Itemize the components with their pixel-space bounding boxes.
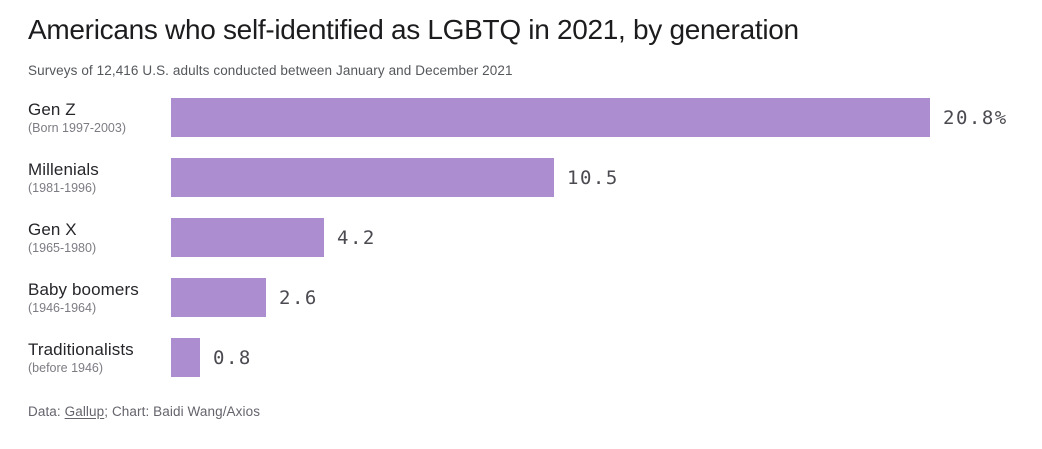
category-label: Gen Z [28,100,76,119]
bar-track: 10.5 [171,158,1014,197]
source-link[interactable]: Gallup [64,404,105,419]
category-label-block: Gen X (1965-1980) [28,218,171,257]
category-label: Millenials [28,160,99,179]
chart-title: Americans who self-identified as LGBTQ i… [28,14,799,45]
chart-subtitle: Surveys of 12,416 U.S. adults conducted … [28,63,513,78]
category-label-block: Gen Z (Born 1997-2003) [28,98,171,137]
bar [171,278,266,317]
value-label: 10.5 [567,166,619,189]
bar-row: Millenials (1981-1996) 10.5 [28,158,1014,197]
category-label: Baby boomers [28,280,139,299]
bar [171,338,200,377]
bar-track: 2.6 [171,278,1014,317]
bar-chart: Gen Z (Born 1997-2003) 20.8% Millenials … [28,98,1014,377]
source-credit: Data: Gallup; Chart: Baidi Wang/Axios [28,404,260,419]
category-sublabel: (1981-1996) [28,181,97,195]
bar [171,158,554,197]
category-sublabel: (1946-1964) [28,301,97,315]
value-label: 4.2 [337,226,376,249]
bar-row: Baby boomers (1946-1964) 2.6 [28,278,1014,317]
bar-track: 20.8% [171,98,1014,137]
category-label: Traditionalists [28,340,134,359]
value-label: 20.8% [943,106,1008,129]
value-label: 2.6 [279,286,318,309]
category-sublabel: (before 1946) [28,361,104,375]
bar [171,218,324,257]
bar [171,98,930,137]
source-prefix: Data: [28,404,65,419]
bar-row: Traditionalists (before 1946) 0.8 [28,338,1014,377]
category-sublabel: (1965-1980) [28,241,97,255]
bar-row: Gen X (1965-1980) 4.2 [28,218,1014,257]
category-sublabel: (Born 1997-2003) [28,121,126,135]
bar-track: 4.2 [171,218,1014,257]
category-label-block: Baby boomers (1946-1964) [28,278,171,317]
bar-row: Gen Z (Born 1997-2003) 20.8% [28,98,1014,137]
category-label-block: Millenials (1981-1996) [28,158,171,197]
chart-credit: ; Chart: Baidi Wang/Axios [104,404,261,419]
bar-track: 0.8 [171,338,1014,377]
value-label: 0.8 [213,346,252,369]
category-label-block: Traditionalists (before 1946) [28,338,171,377]
category-label: Gen X [28,220,77,239]
